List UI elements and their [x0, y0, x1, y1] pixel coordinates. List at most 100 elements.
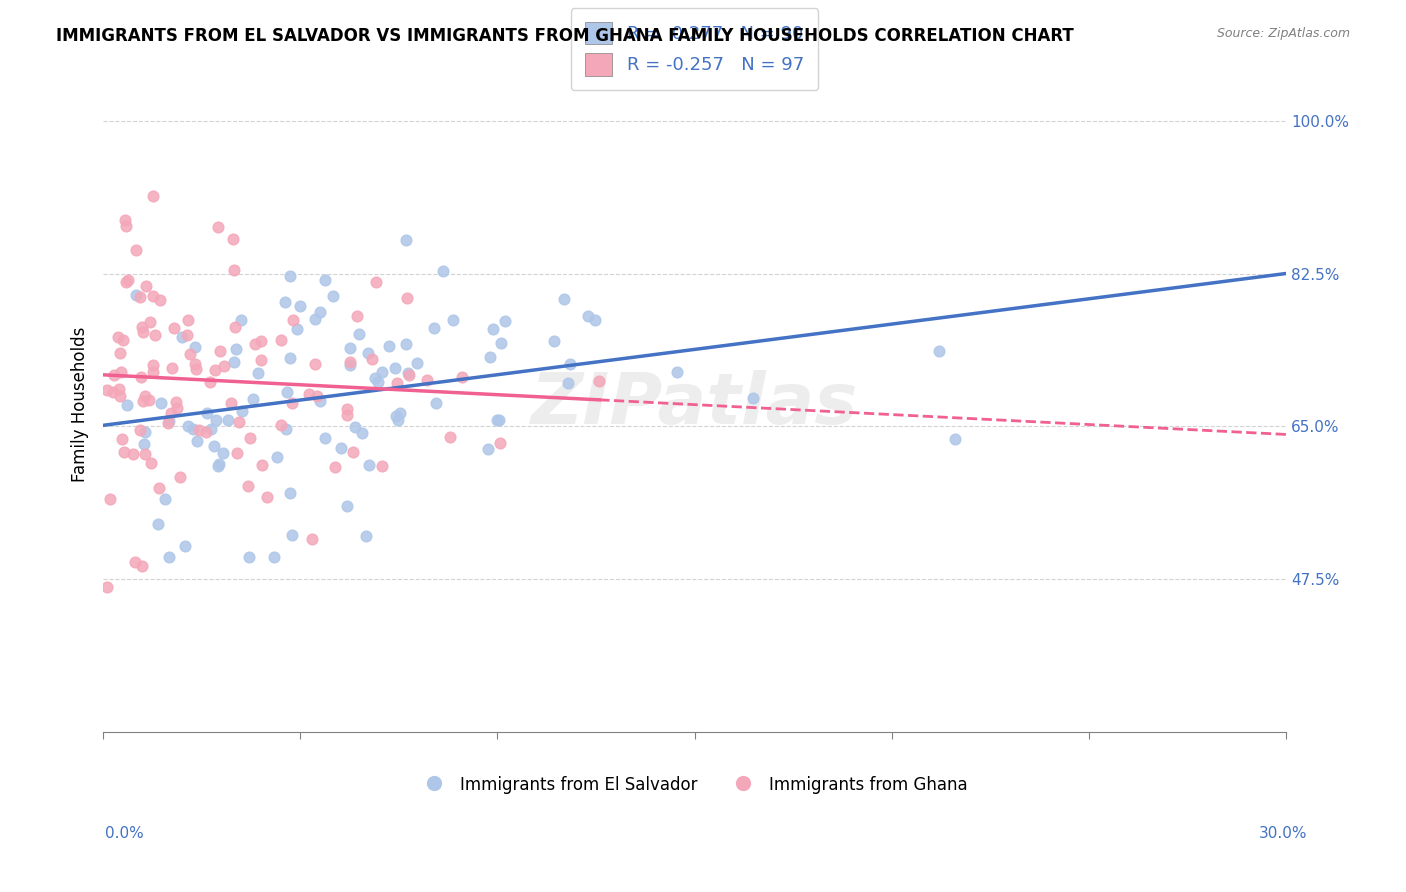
Point [278, 351, 301, 365]
Point [249, 334, 271, 348]
Point [339, 358, 361, 372]
Point [256, 491, 278, 505]
Point [108, 346, 131, 360]
Point [165, 395, 187, 409]
Point [202, 439, 225, 453]
Legend: Immigrants from El Salvador, Immigrants from Ghana: Immigrants from El Salvador, Immigrants … [415, 768, 974, 802]
Point [270, 417, 292, 432]
Point [349, 327, 371, 342]
Point [441, 312, 464, 326]
Point [184, 357, 207, 371]
Point [330, 441, 353, 455]
Point [396, 292, 419, 306]
Point [103, 384, 125, 399]
Point [371, 366, 394, 380]
Text: ZIPatlas: ZIPatlas [531, 370, 858, 439]
Point [583, 313, 606, 327]
Point [281, 527, 304, 541]
Point [666, 365, 689, 379]
Point [169, 470, 191, 484]
Point [207, 219, 229, 234]
Point [305, 389, 328, 403]
Point [451, 370, 474, 384]
Point [107, 383, 129, 397]
Point [489, 335, 512, 350]
Point [117, 272, 139, 286]
Point [346, 309, 368, 323]
Point [128, 423, 150, 437]
Point [741, 391, 763, 405]
Point [371, 458, 394, 473]
Point [205, 413, 228, 427]
Point [132, 437, 155, 451]
Point [115, 398, 138, 412]
Point [143, 327, 166, 342]
Point [110, 365, 132, 379]
Point [115, 275, 138, 289]
Point [156, 416, 179, 430]
Point [124, 555, 146, 569]
Point [208, 343, 231, 358]
Point [477, 442, 499, 457]
Point [298, 386, 321, 401]
Point [387, 413, 409, 427]
Point [553, 292, 575, 306]
Point [173, 540, 195, 554]
Point [194, 425, 217, 439]
Point [135, 279, 157, 293]
Point [309, 305, 332, 319]
Point [245, 336, 267, 351]
Point [342, 445, 364, 459]
Point [142, 189, 165, 203]
Point [112, 445, 135, 459]
Point [354, 529, 377, 543]
Point [488, 435, 510, 450]
Point [131, 369, 153, 384]
Point [131, 320, 153, 334]
Point [183, 340, 205, 354]
Point [309, 393, 332, 408]
Point [149, 293, 172, 307]
Point [304, 357, 326, 371]
Point [323, 459, 346, 474]
Point [157, 414, 180, 428]
Point [364, 370, 387, 384]
Point [108, 389, 131, 403]
Point [125, 243, 148, 257]
Point [557, 376, 579, 391]
Point [928, 344, 950, 359]
Point [398, 368, 420, 383]
Point [170, 329, 193, 343]
Point [479, 350, 502, 364]
Point [231, 313, 253, 327]
Point [224, 262, 246, 277]
Point [336, 499, 359, 513]
Point [177, 418, 200, 433]
Point [301, 532, 323, 546]
Point [179, 347, 201, 361]
Point [142, 365, 165, 379]
Point [131, 558, 153, 573]
Point [207, 458, 229, 473]
Point [129, 289, 152, 303]
Point [266, 450, 288, 465]
Point [343, 420, 366, 434]
Point [336, 401, 359, 416]
Point [188, 423, 211, 437]
Point [148, 481, 170, 495]
Point [115, 219, 138, 234]
Point [212, 446, 235, 460]
Point [385, 409, 408, 424]
Point [112, 333, 135, 347]
Point [228, 415, 250, 429]
Point [246, 366, 269, 380]
Point [384, 360, 406, 375]
Point [134, 447, 156, 461]
Point [576, 309, 599, 323]
Point [588, 374, 610, 388]
Point [270, 333, 292, 347]
Point [184, 362, 207, 376]
Point [339, 341, 361, 355]
Point [488, 412, 510, 426]
Point [150, 396, 173, 410]
